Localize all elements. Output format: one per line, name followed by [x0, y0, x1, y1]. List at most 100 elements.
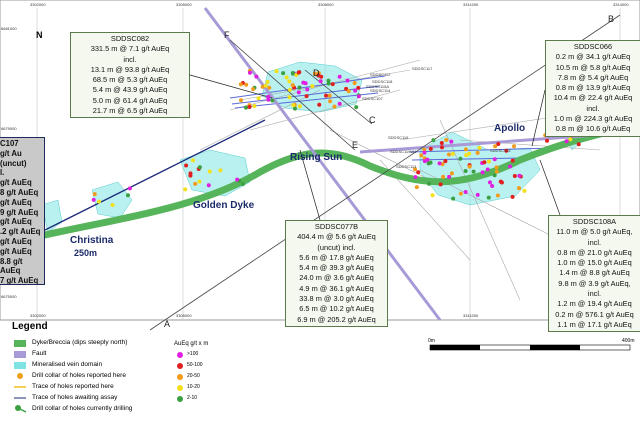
callout-line: 1.1 m @ 17.1 g/t AuEq [557, 319, 632, 329]
assay-dot [319, 74, 324, 79]
callout-line: 5.0 m @ 61.4 g/t AuEq [92, 95, 168, 105]
assay-dot [485, 167, 490, 172]
section-lines [149, 14, 621, 331]
assay-dot [416, 170, 421, 175]
x-coord-label: 3305000 [176, 2, 192, 7]
assay-dot [356, 85, 361, 90]
callout: C107 g/t Au (uncut) l. g/t AuEq 8 g/t AuEq g/… [0, 137, 45, 285]
callout-line: 331.5 m @ 7.1 g/t AuEq [90, 44, 170, 54]
assay-dot [207, 169, 212, 174]
x-coord-label: 3311000 [463, 2, 479, 7]
assay-dot [545, 138, 550, 143]
callout-line: 1.4 m @ 8.8 g/t AuEq [559, 268, 630, 278]
assay-dot [512, 144, 517, 149]
assay-dot [252, 103, 257, 108]
assay-dot [508, 164, 513, 169]
assay-dot [449, 139, 454, 144]
assay-dot [344, 86, 349, 91]
assay-dot [287, 79, 292, 84]
section-label: B [608, 14, 615, 24]
callout-line: 9.8 m @ 3.9 g/t AuEq, incl. [558, 278, 631, 299]
assay-dot [263, 83, 268, 88]
callout-title: SDDSC066 [573, 42, 613, 51]
grade-legend-item: 20-50 [187, 373, 200, 379]
assay-dot [110, 202, 115, 207]
y-coord-label: 6681000 [1, 26, 17, 31]
assay-dot [284, 75, 289, 80]
callout-line: 21.7 m @ 6.5 g/t AuEq [92, 106, 168, 116]
assay-dot [337, 101, 342, 106]
assay-dot [564, 139, 569, 144]
section-label: C [369, 115, 376, 125]
callout-line: 7 g/t AuEq [0, 276, 39, 285]
assay-dot [467, 164, 472, 169]
hole-label: SDDSC114 [370, 88, 391, 93]
assay-dot [127, 186, 132, 191]
scale-label: 400m [622, 338, 635, 344]
assay-dot [97, 199, 102, 204]
callout-line: g/t AuEq [0, 246, 32, 256]
assay-dot [463, 168, 468, 173]
section-label: A [164, 319, 171, 329]
callout-line: 9 g/t AuEq [0, 207, 39, 217]
assay-dot [413, 167, 418, 172]
assay-dot [183, 187, 188, 192]
assay-dot [480, 170, 485, 175]
assay-dot [125, 193, 130, 198]
dyke [39, 120, 640, 240]
assay-dot [92, 192, 97, 197]
assay-dot [318, 79, 323, 84]
assay-dot [486, 195, 491, 200]
callout-line: 5.6 m @ 17.8 g/t AuEq [299, 252, 374, 262]
assay-dot [458, 191, 463, 196]
assay-dot [238, 82, 243, 87]
assay-dot [270, 98, 275, 103]
callout-line: g/t Au (uncut) [0, 148, 27, 168]
callout-line: incl. [123, 54, 137, 64]
hole-label: SDDSC122 [490, 148, 511, 153]
assay-dot [247, 105, 252, 110]
callout-line: 8 g/t AuEq [0, 187, 39, 197]
callout-line: 33.8 m @ 3.0 g/t AuEq [299, 294, 374, 304]
section-label: E [352, 140, 359, 150]
assay-dot [487, 180, 492, 185]
assay-dot [244, 105, 249, 110]
assay-dot [191, 158, 196, 163]
assay-dot [266, 97, 271, 102]
assay-dot [356, 94, 361, 99]
assay-dot [475, 150, 480, 155]
assay-dot [498, 179, 503, 184]
assay-dot [450, 151, 455, 156]
assay-dot [330, 82, 335, 87]
grade-dots [91, 68, 581, 207]
place-label: Rising Sun [290, 152, 343, 163]
legend-item: Mineralised vein domain [32, 361, 103, 368]
assay-dot [239, 98, 244, 103]
assay-dot [492, 157, 497, 162]
assay-dot [496, 142, 501, 147]
assay-dot [471, 169, 476, 174]
hole-label: SDDSC115A [366, 84, 390, 89]
assay-dot [467, 151, 472, 156]
assay-dot [510, 194, 515, 199]
callout: SDDSC108A 11.0 m @ 5.0 g/t AuEq, incl. 0.8… [548, 215, 640, 333]
assay-dot [428, 146, 433, 151]
assay-dot [451, 196, 456, 201]
assay-dot [486, 159, 491, 164]
hole-label: SDDSC117 [412, 66, 433, 71]
callout-line: 0.8 m @ 10.6 g/t AuEq [555, 124, 631, 134]
callout-title: SDDSC077B [314, 222, 359, 231]
legend-title: Legend [12, 321, 48, 332]
assay-dot [326, 78, 331, 83]
assay-dot [287, 87, 292, 92]
callout-line: incl. [586, 103, 600, 113]
assay-dot [428, 160, 433, 165]
callout-line: l. [0, 168, 5, 178]
x-coord-label: 3314000 [613, 2, 629, 7]
legend-item: Trace of holes awaiting assay [32, 394, 118, 401]
assay-dot [265, 79, 270, 84]
assay-dot [274, 69, 279, 74]
assay-dot [490, 183, 495, 188]
section-label: D [313, 68, 320, 78]
assay-dot [240, 181, 245, 186]
